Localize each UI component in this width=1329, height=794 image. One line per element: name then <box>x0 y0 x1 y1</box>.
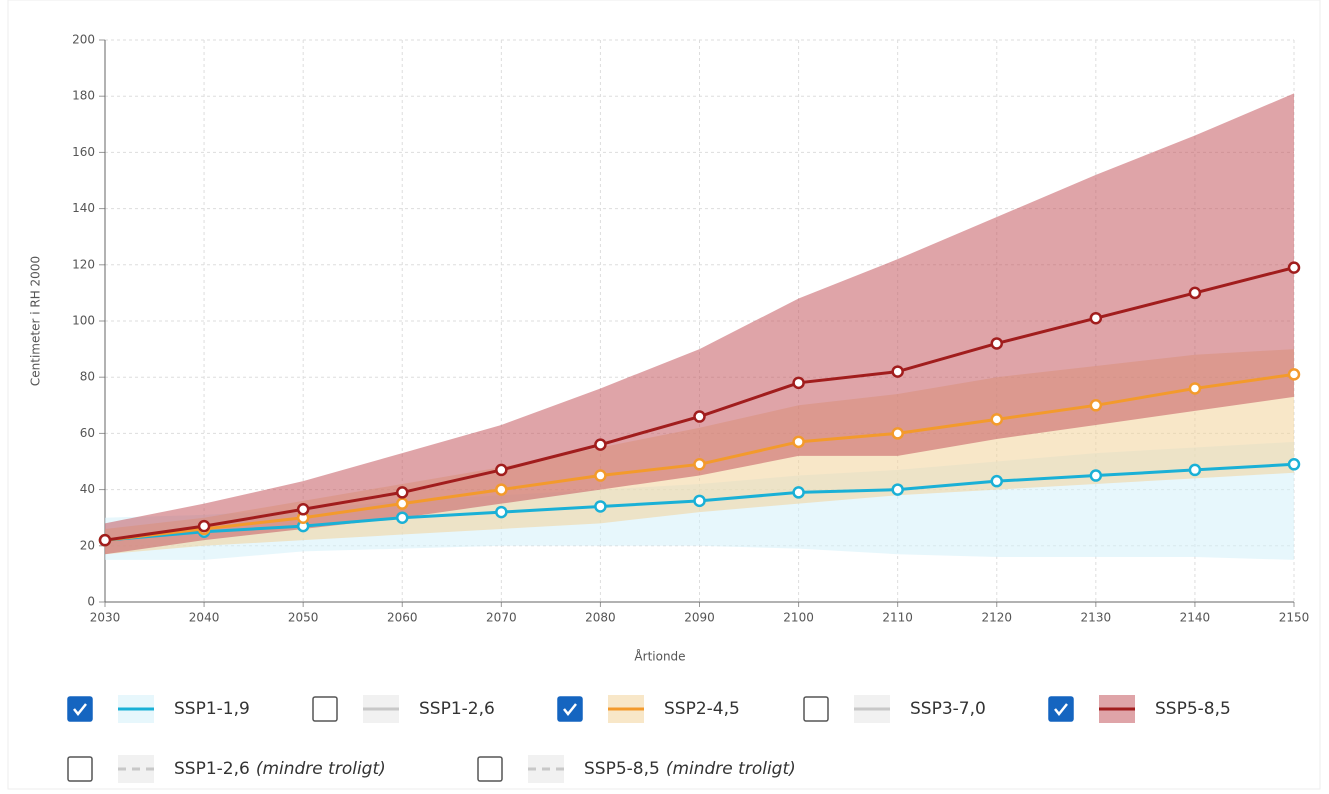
checkbox[interactable] <box>67 696 93 722</box>
data-point <box>495 505 508 519</box>
legend-item[interactable]: SSP3-7,0 <box>803 695 986 723</box>
data-point <box>396 497 409 510</box>
data-point <box>990 337 1003 350</box>
legend-label: SSP1-1,9 <box>174 699 250 719</box>
x-tick-label: 2070 <box>486 611 517 625</box>
x-tick-label: 2120 <box>981 611 1012 625</box>
legend-name: SSP3-7,0 <box>910 699 986 719</box>
data-point <box>891 483 904 496</box>
data-point <box>693 458 706 471</box>
x-tick-label: 2110 <box>882 611 913 625</box>
check-mark <box>1054 703 1068 717</box>
legend-label: SSP1-2,6 <box>419 699 495 719</box>
x-tick-label: 2030 <box>90 611 121 625</box>
data-point <box>197 519 211 533</box>
y-axis-label: Centimeter i RH 2000 <box>29 256 43 386</box>
checkbox[interactable] <box>803 696 829 722</box>
data-point <box>296 503 310 516</box>
checkbox[interactable] <box>477 756 503 782</box>
data-point <box>1188 463 1202 477</box>
y-tick-label: 160 <box>72 145 95 159</box>
data-point <box>891 427 904 440</box>
x-tick-label: 2090 <box>684 611 715 625</box>
legend-name: SSP1-2,6 <box>174 759 250 779</box>
data-point <box>1089 311 1103 325</box>
legend-item[interactable]: SSP5-8,5 <box>1048 695 1231 723</box>
legend-label: SSP3-7,0 <box>910 699 986 719</box>
x-tick-label: 2040 <box>189 611 220 625</box>
legend-name: SSP5-8,5 <box>1155 699 1231 719</box>
y-tick-label: 140 <box>72 201 95 215</box>
y-tick-label: 180 <box>72 89 95 103</box>
x-tick-label: 2100 <box>783 611 814 625</box>
y-tick-label: 80 <box>80 370 95 384</box>
data-point <box>396 486 409 499</box>
legend-name: SSP5-8,5 <box>584 759 660 779</box>
data-point <box>891 365 904 378</box>
legend-note: (mindre troligt) <box>256 759 386 779</box>
y-tick-label: 20 <box>80 538 95 552</box>
legend-name: SSP1-1,9 <box>174 699 250 719</box>
data-point <box>990 474 1003 488</box>
data-point <box>1188 286 1202 300</box>
uncertainty-band <box>105 93 1294 555</box>
y-tick-label: 0 <box>87 595 95 609</box>
x-tick-label: 2130 <box>1081 611 1112 625</box>
data-point <box>1089 399 1103 412</box>
x-tick-label: 2140 <box>1180 611 1211 625</box>
data-point <box>792 376 805 390</box>
legend-note: (mindre troligt) <box>666 759 796 779</box>
data-point <box>594 500 607 513</box>
data-point <box>1287 261 1301 274</box>
data-point <box>1287 368 1301 381</box>
legend-item[interactable]: SSP1-2,6 <box>312 695 495 723</box>
legend-label: SSP5-8,5 <box>1155 699 1231 719</box>
data-point <box>1287 458 1301 471</box>
x-tick-label: 2080 <box>585 611 616 625</box>
x-tick-label: 2050 <box>288 611 319 625</box>
legend-name: SSP2-4,5 <box>664 699 740 719</box>
legend-label: SSP5-8,5 (mindre troligt) <box>584 759 796 779</box>
x-tick-label: 2150 <box>1279 611 1310 625</box>
data-point <box>792 435 805 449</box>
legend-name: SSP1-2,6 <box>419 699 495 719</box>
y-tick-label: 120 <box>72 257 95 271</box>
legend-item[interactable]: SSP5-8,5 (mindre troligt) <box>477 755 796 783</box>
data-point <box>594 469 607 482</box>
y-tick-label: 40 <box>80 482 95 496</box>
y-tick-label: 200 <box>72 33 95 47</box>
data-point <box>792 486 805 499</box>
checkbox[interactable] <box>67 756 93 782</box>
data-point <box>396 511 409 524</box>
y-tick-label: 100 <box>72 314 95 328</box>
data-point <box>98 533 112 547</box>
y-tick-label: 60 <box>80 426 95 440</box>
data-point <box>693 410 706 423</box>
check-mark <box>73 703 87 717</box>
data-point <box>495 463 508 477</box>
check-mark <box>563 703 577 717</box>
data-point <box>495 483 508 496</box>
checkbox[interactable] <box>557 696 583 722</box>
legend-item[interactable]: SSP1-2,6 (mindre troligt) <box>67 755 386 783</box>
checkbox[interactable] <box>1048 696 1074 722</box>
legend-item[interactable]: SSP2-4,5 <box>557 695 740 723</box>
legend-item[interactable]: SSP1-1,9 <box>67 695 250 723</box>
legend-label: SSP2-4,5 <box>664 699 740 719</box>
data-point <box>1188 382 1202 395</box>
data-point <box>693 494 706 508</box>
data-point <box>594 438 607 451</box>
x-axis-label: Årtionde <box>634 649 685 664</box>
x-tick-label: 2060 <box>387 611 418 625</box>
data-point <box>990 413 1003 426</box>
legend-label: SSP1-2,6 (mindre troligt) <box>174 759 386 779</box>
data-point <box>1089 469 1103 482</box>
checkbox[interactable] <box>312 696 338 722</box>
